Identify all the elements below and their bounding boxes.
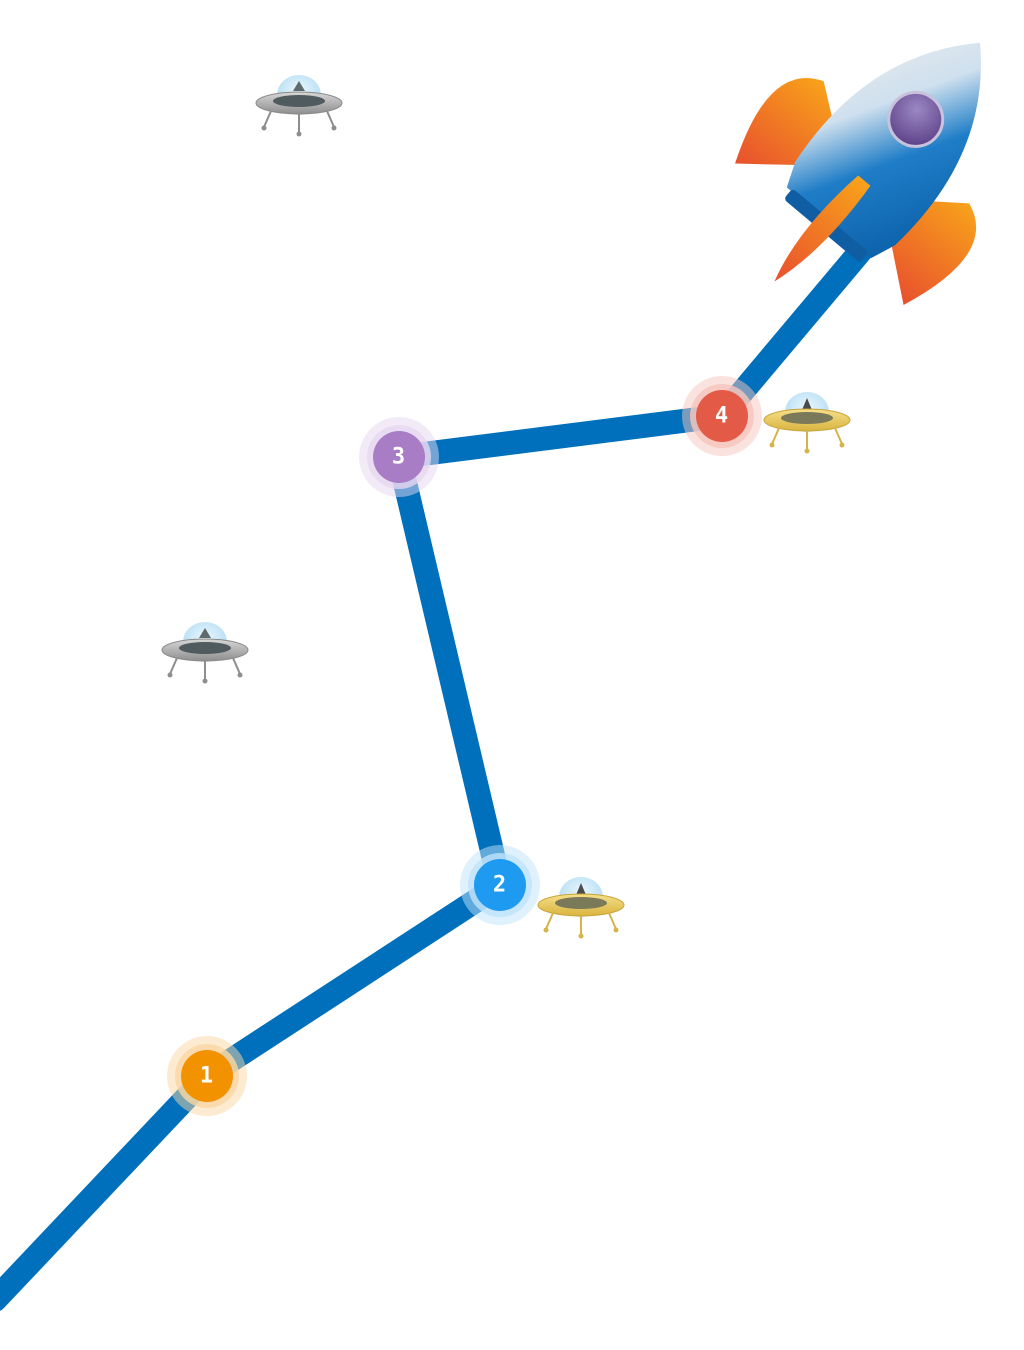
rocket-fin-center <box>774 175 871 282</box>
ufo-silver-top <box>255 75 343 137</box>
ufo-gold-level-2 <box>537 877 625 939</box>
level-node-4-circle <box>696 390 748 442</box>
level-node-3-circle <box>373 431 425 483</box>
level-node-4[interactable]: 4 <box>682 376 762 456</box>
level-node-2-label: 2 <box>493 873 507 898</box>
rocket-window <box>887 90 945 148</box>
rocket-icon <box>735 42 981 305</box>
level-node-1-label: 1 <box>200 1064 214 1089</box>
ufo-silver-left <box>161 622 249 684</box>
level-node-3[interactable]: 3 <box>359 417 439 497</box>
level-node-4-label: 4 <box>715 404 729 429</box>
level-node-1[interactable]: 1 <box>167 1036 247 1116</box>
level-node-2-circle <box>474 859 526 911</box>
level-node-3-label: 3 <box>392 445 406 470</box>
ufo-gold-level-4 <box>763 392 851 454</box>
level-node-2[interactable]: 2 <box>460 845 540 925</box>
level-node-1-circle <box>181 1050 233 1102</box>
